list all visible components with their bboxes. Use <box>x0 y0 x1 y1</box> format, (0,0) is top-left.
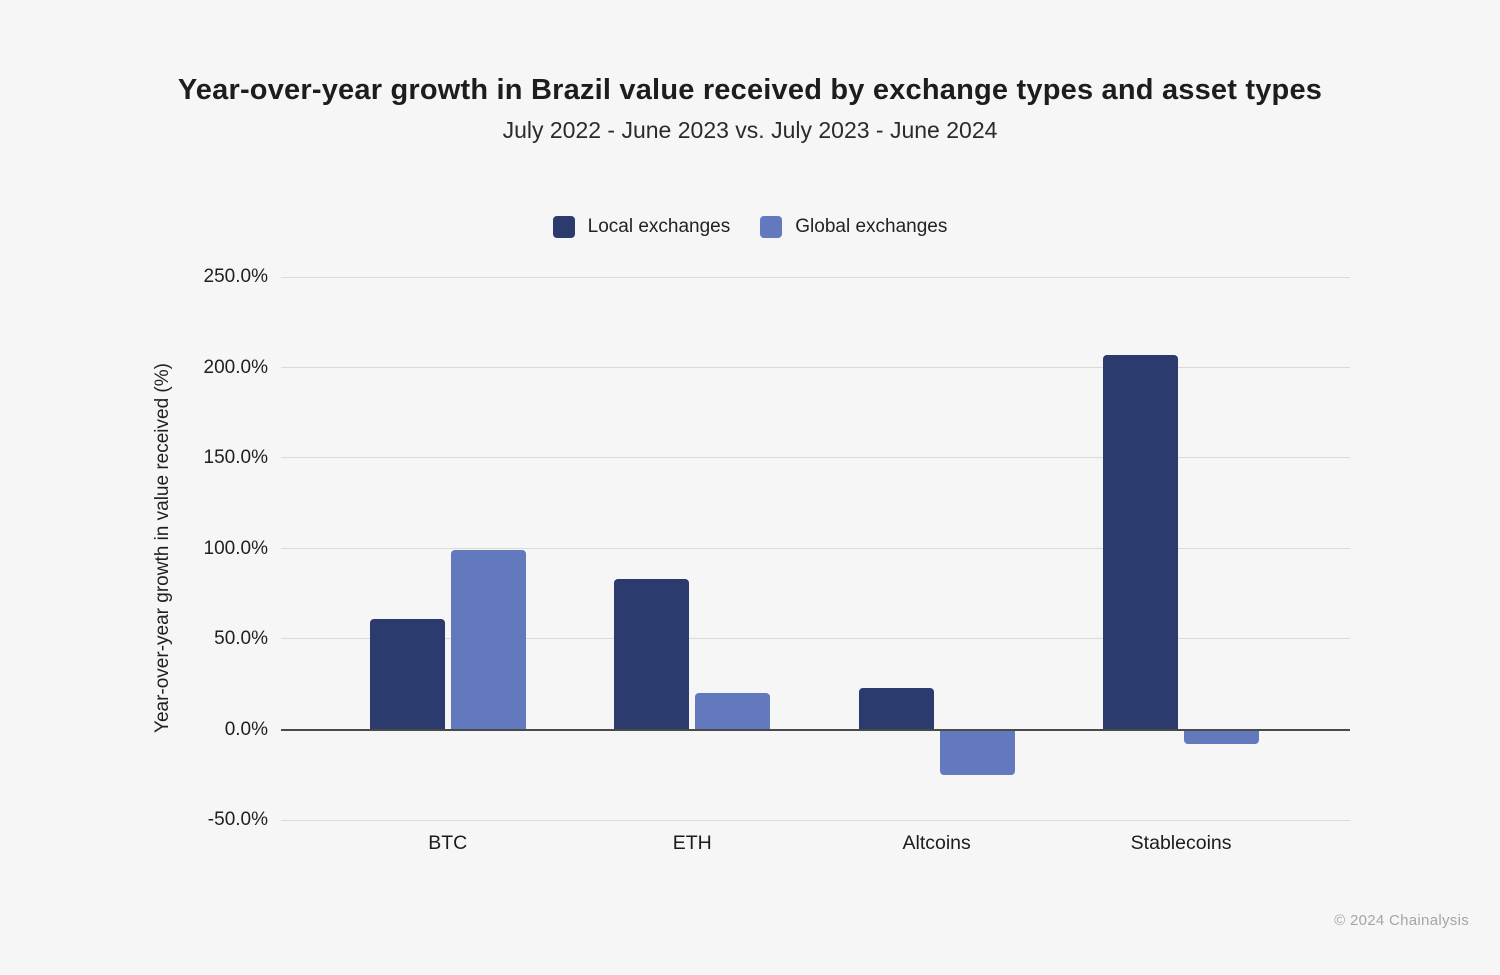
bar-altcoins-global-exchanges <box>939 729 1015 775</box>
bar-eth-global-exchanges <box>695 693 771 730</box>
y-tick-label-200: 200.0% <box>203 356 268 378</box>
legend-swatch-local-exchanges <box>552 216 575 238</box>
plot-area: 250.0% 200.0% 150.0% 100.0% 50.0% 0.0% -50.0% B… <box>204 266 1350 854</box>
zero-axis-line <box>281 728 1350 731</box>
y-axis-title: Year-over-year growth in value received … <box>152 363 173 733</box>
y-tick-label-250: 250.0% <box>203 266 268 287</box>
y-tick-label-50: 50.0% <box>214 628 268 649</box>
x-tick-label-btc: BTC <box>428 832 468 854</box>
bar-stablecoins-global-exchanges <box>1184 729 1260 744</box>
legend: Local exchanges Global exchanges <box>0 216 1500 238</box>
y-tick-label-0: 0.0% <box>224 718 268 740</box>
bar-stablecoins-local-exchanges <box>1103 354 1179 730</box>
bar-btc-local-exchanges <box>369 619 445 730</box>
legend-item-global-exchanges: Global exchanges <box>760 216 947 238</box>
chart-title: Year-over-year growth in Brazil value re… <box>177 74 1323 106</box>
gridline-150 <box>281 457 1350 459</box>
legend-label-local-exchanges: Local exchanges <box>587 216 731 237</box>
gridline--50 <box>281 819 1350 821</box>
copyright-footer: © 2024 Chainalysis <box>1334 912 1469 929</box>
legend-swatch-global-exchanges <box>760 216 783 238</box>
bar-btc-global-exchanges <box>450 550 526 730</box>
legend-item-local-exchanges: Local exchanges <box>552 216 731 238</box>
gridline-100 <box>281 548 1350 549</box>
bar-eth-local-exchanges <box>614 579 690 730</box>
gridline-250 <box>281 276 1350 278</box>
x-tick-label-altcoins: Altcoins <box>902 832 971 854</box>
chart-subtitle: July 2022 - June 2023 vs. July 2023 - Ju… <box>502 117 998 143</box>
gridline-50 <box>281 638 1350 640</box>
y-tick-label--50: -50.0% <box>207 809 268 830</box>
x-tick-label-stablecoins: Stablecoins <box>1130 832 1232 854</box>
gridline-200 <box>281 366 1350 368</box>
y-tick-label-150: 150.0% <box>203 447 268 468</box>
y-tick-label-100: 100.0% <box>203 537 268 559</box>
x-tick-label-eth: ETH <box>672 832 712 854</box>
legend-label-global-exchanges: Global exchanges <box>795 216 948 237</box>
bar-altcoins-local-exchanges <box>858 687 934 730</box>
